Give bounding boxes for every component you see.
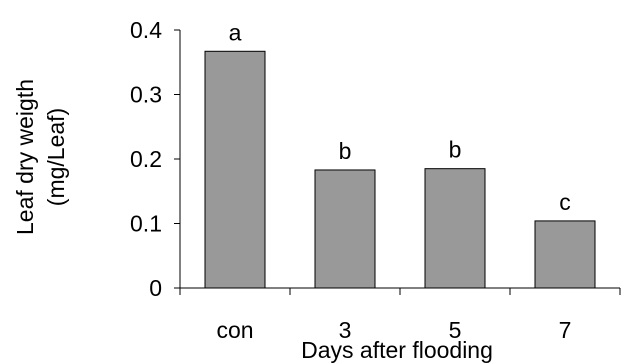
y-axis-title-line2: (mg/Leaf): [43, 108, 69, 206]
x-category-label: 7: [559, 317, 572, 343]
x-category-label: 3: [339, 317, 352, 343]
x-category-label: con: [216, 317, 253, 343]
y-tick-label: 0.2: [130, 146, 162, 172]
significance-letter: b: [339, 138, 352, 164]
bar-7: [535, 221, 595, 288]
bar-5: [425, 169, 485, 288]
significance-letter: b: [449, 137, 462, 163]
y-axis-title-line1: Leaf dry weigth: [12, 79, 38, 235]
bar-con: [205, 51, 265, 288]
significance-letter: a: [229, 19, 242, 45]
y-axis-title: Leaf dry weigth (mg/Leaf): [12, 79, 69, 235]
y-tick-label: 0.3: [130, 82, 162, 108]
plot-area: 0 0.1 0.2 0.3 0.4 con a 3 b 5 b 7 c: [130, 17, 620, 343]
significance-letter: c: [559, 189, 571, 215]
x-axis-title: Days after flooding: [301, 337, 493, 363]
bar-3: [315, 170, 375, 288]
y-tick-label: 0: [149, 275, 162, 301]
x-category-label: 5: [449, 317, 462, 343]
y-tick-label: 0.4: [130, 17, 162, 43]
y-tick-label: 0.1: [130, 211, 162, 237]
